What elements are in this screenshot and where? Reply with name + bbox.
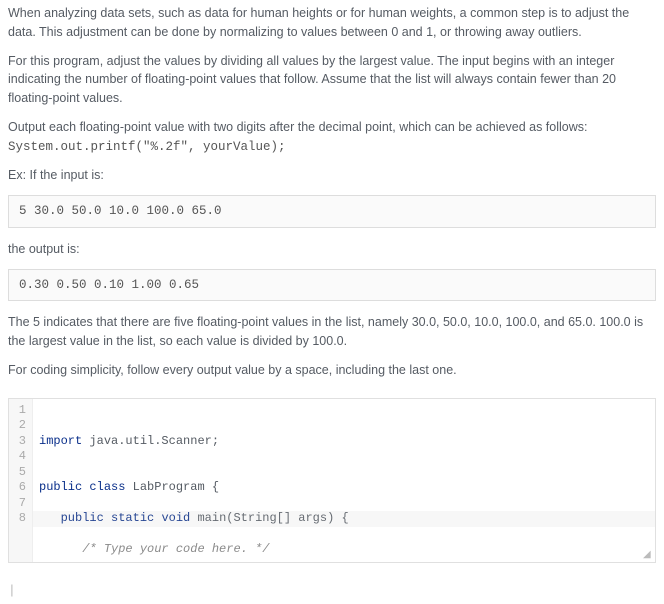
example-input-label: Ex: If the input is: bbox=[8, 166, 656, 185]
code-line: /* Type your code here. */ bbox=[39, 542, 649, 558]
line-number: 8 bbox=[13, 511, 26, 527]
editor-code-area[interactable]: import java.util.Scanner; public class L… bbox=[33, 399, 655, 562]
editor-gutter: 1 2 3 4 5 6 7 8 bbox=[9, 399, 33, 562]
example-input-box: 5 30.0 50.0 10.0 100.0 65.0 bbox=[8, 195, 656, 228]
code-line: public class LabProgram { bbox=[39, 480, 649, 496]
paragraph-simplicity: For coding simplicity, follow every outp… bbox=[8, 361, 656, 380]
code-line: import java.util.Scanner; bbox=[39, 434, 649, 450]
example-output-box: 0.30 0.50 0.10 1.00 0.65 bbox=[8, 269, 656, 302]
output-format-text: Output each floating-point value with tw… bbox=[8, 120, 588, 134]
printf-code: System.out.printf("%.2f", yourValue); bbox=[8, 140, 286, 154]
paragraph-intro: When analyzing data sets, such as data f… bbox=[8, 4, 656, 42]
line-number: 3 bbox=[13, 434, 26, 450]
line-number: 1 bbox=[13, 403, 26, 419]
code-editor[interactable]: 1 2 3 4 5 6 7 8 import java.util.Scanner… bbox=[8, 398, 656, 563]
active-line-highlight bbox=[33, 511, 655, 527]
paragraph-output-format: Output each floating-point value with tw… bbox=[8, 118, 656, 157]
line-number: 7 bbox=[13, 496, 26, 512]
line-number: 4 bbox=[13, 449, 26, 465]
line-number: 6 bbox=[13, 480, 26, 496]
paragraph-explanation: The 5 indicates that there are five floa… bbox=[8, 313, 656, 351]
line-number: 5 bbox=[13, 465, 26, 481]
paragraph-instructions: For this program, adjust the values by d… bbox=[8, 52, 656, 108]
line-number: 2 bbox=[13, 418, 26, 434]
bottom-cursor: | bbox=[8, 581, 656, 601]
example-output-label: the output is: bbox=[8, 240, 656, 259]
